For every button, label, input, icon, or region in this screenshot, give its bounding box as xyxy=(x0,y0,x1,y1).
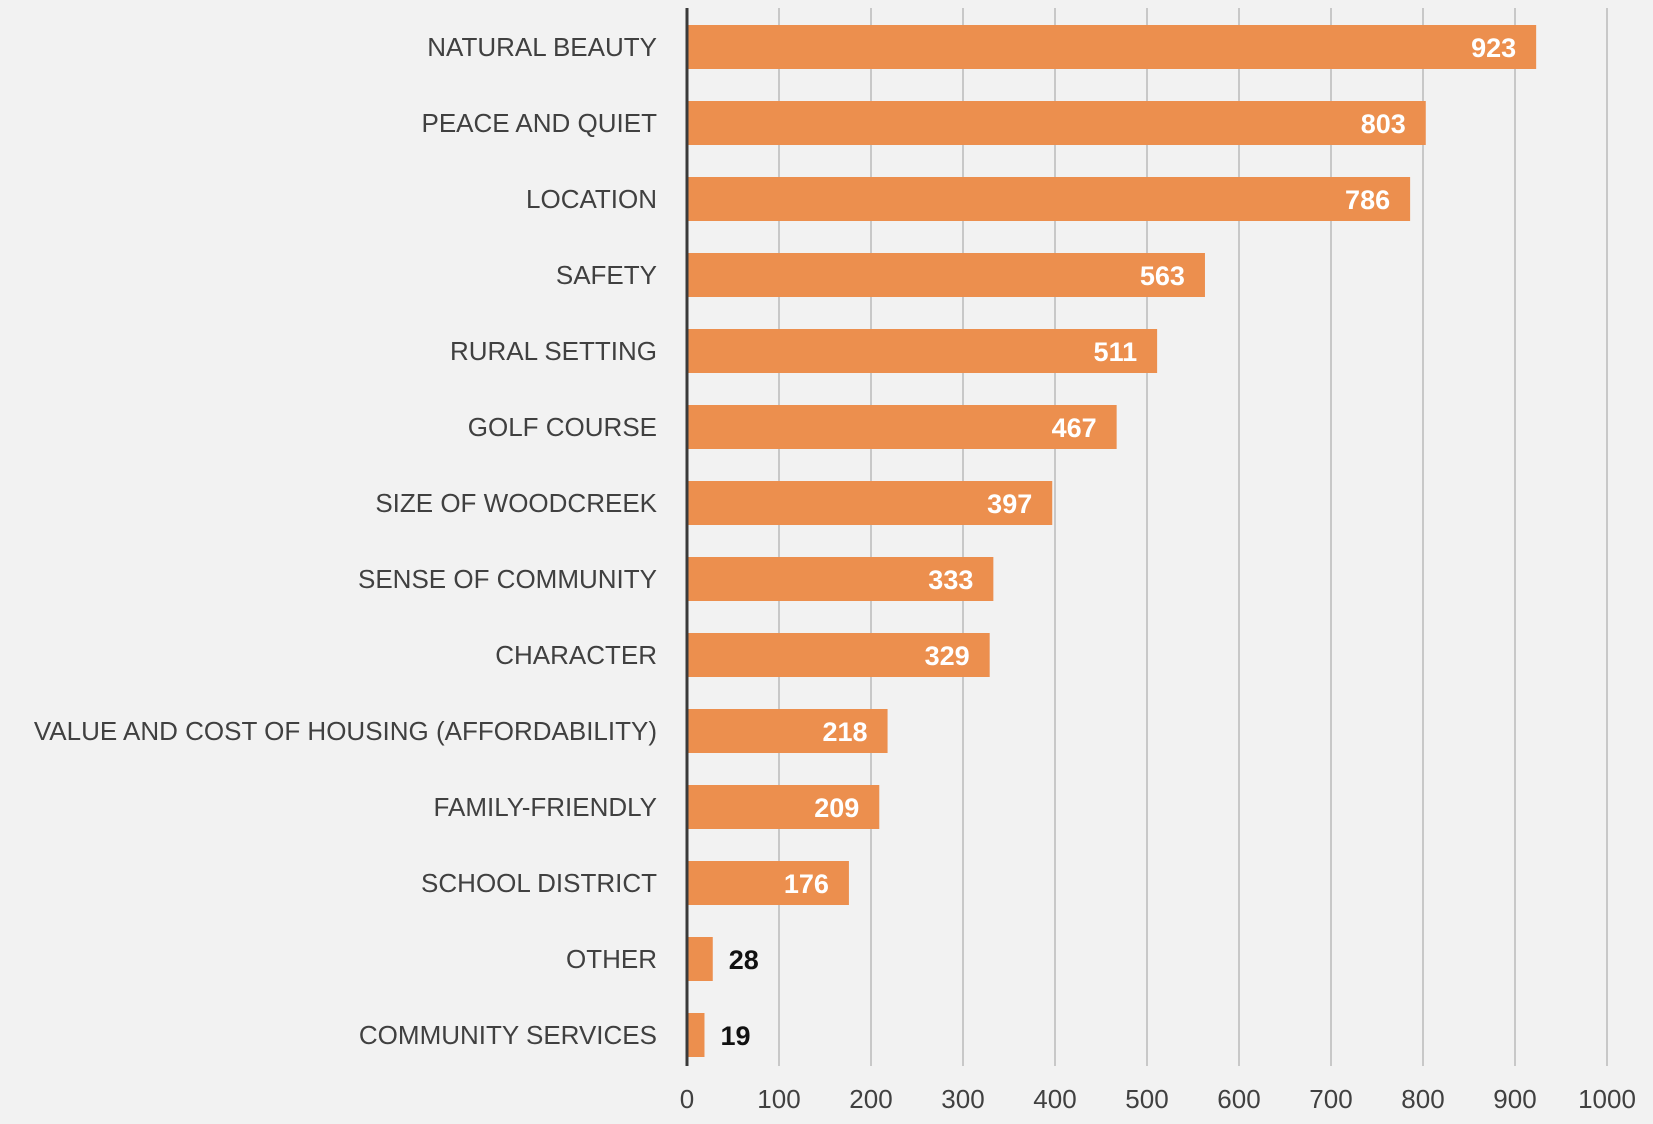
bar xyxy=(687,25,1537,69)
data-label: 209 xyxy=(814,793,859,823)
x-tick-label: 400 xyxy=(1033,1084,1076,1114)
x-tick-label: 600 xyxy=(1217,1084,1260,1114)
data-label: 329 xyxy=(925,641,970,671)
x-tick-label: 800 xyxy=(1401,1084,1444,1114)
x-tick-label: 200 xyxy=(849,1084,892,1114)
category-labels: NATURAL BEAUTY PEACE AND QUIET LOCATION SAF… xyxy=(34,32,658,1050)
x-axis-tick-labels: 0 100 200 300 400 500 600 700 800 900 1000 xyxy=(680,1084,1636,1114)
bar xyxy=(687,405,1117,449)
bar xyxy=(687,633,990,677)
x-tick-label: 500 xyxy=(1125,1084,1168,1114)
category-label: CHARACTER xyxy=(495,640,657,670)
bar xyxy=(687,101,1426,145)
x-tick-label: 100 xyxy=(757,1084,800,1114)
data-label: 511 xyxy=(1094,337,1138,367)
x-tick-label: 300 xyxy=(941,1084,984,1114)
category-label: COMMUNITY SERVICES xyxy=(359,1020,657,1050)
category-label: SAFETY xyxy=(556,260,657,290)
data-label: 923 xyxy=(1471,33,1516,63)
bar xyxy=(687,177,1411,221)
category-label: GOLF COURSE xyxy=(468,412,657,442)
bar xyxy=(687,481,1053,525)
category-label: RURAL SETTING xyxy=(450,336,657,366)
data-label: 333 xyxy=(928,565,973,595)
category-label: SCHOOL DISTRICT xyxy=(421,868,657,898)
category-label: SIZE OF WOODCREEK xyxy=(375,488,657,518)
category-label: SENSE OF COMMUNITY xyxy=(358,564,657,594)
bars xyxy=(687,25,1537,1057)
x-tick-label: 900 xyxy=(1493,1084,1536,1114)
x-tick-label: 1000 xyxy=(1578,1084,1636,1114)
bar xyxy=(687,329,1158,373)
category-label: PEACE AND QUIET xyxy=(422,108,658,138)
bar xyxy=(687,557,994,601)
data-label: 563 xyxy=(1140,261,1185,291)
data-label: 467 xyxy=(1052,413,1097,443)
data-label: 28 xyxy=(729,945,759,975)
category-label: LOCATION xyxy=(526,184,657,214)
gridlines xyxy=(778,8,1608,1066)
data-label: 218 xyxy=(822,717,867,747)
x-tick-label: 0 xyxy=(680,1084,694,1114)
category-label: OTHER xyxy=(566,944,657,974)
data-label: 397 xyxy=(987,489,1032,519)
bar xyxy=(687,861,849,905)
category-label: FAMILY-FRIENDLY xyxy=(434,792,657,822)
data-label: 19 xyxy=(720,1021,750,1051)
bar xyxy=(687,253,1205,297)
data-label: 803 xyxy=(1361,109,1406,139)
data-label: 786 xyxy=(1345,185,1390,215)
value-labels: 923 803 786 563 511 467 397 333 329 218 209 176 28 19 xyxy=(720,33,1516,1051)
category-label: VALUE AND COST OF HOUSING (AFFORDABILITY… xyxy=(34,716,657,746)
bar xyxy=(687,709,888,753)
bar xyxy=(687,785,880,829)
bar xyxy=(687,937,713,981)
x-tick-label: 700 xyxy=(1309,1084,1352,1114)
data-label: 176 xyxy=(784,869,829,899)
bar xyxy=(687,1013,705,1057)
category-label: NATURAL BEAUTY xyxy=(427,32,657,62)
